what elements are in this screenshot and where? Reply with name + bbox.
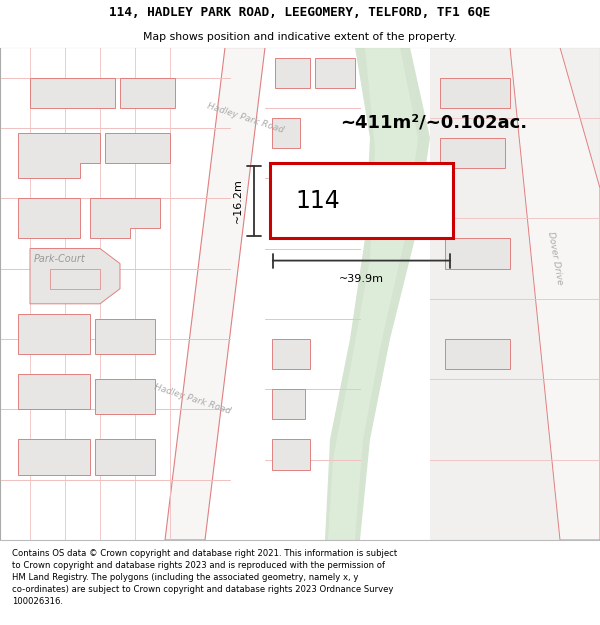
Polygon shape: [95, 319, 155, 354]
Polygon shape: [18, 133, 100, 178]
Polygon shape: [510, 48, 600, 540]
Text: ~39.9m: ~39.9m: [339, 274, 384, 284]
Polygon shape: [325, 48, 430, 540]
Polygon shape: [90, 198, 160, 239]
Text: Hadley Park Road: Hadley Park Road: [206, 101, 284, 134]
Polygon shape: [18, 198, 80, 239]
Polygon shape: [272, 118, 300, 148]
Polygon shape: [272, 178, 295, 208]
Polygon shape: [105, 133, 170, 163]
Text: ~411m²/~0.102ac.: ~411m²/~0.102ac.: [340, 114, 527, 132]
Text: Contains OS data © Crown copyright and database right 2021. This information is : Contains OS data © Crown copyright and d…: [12, 549, 397, 606]
Polygon shape: [30, 249, 120, 304]
Polygon shape: [18, 439, 90, 474]
Polygon shape: [165, 48, 265, 540]
Text: 114, HADLEY PARK ROAD, LEEGOMERY, TELFORD, TF1 6QE: 114, HADLEY PARK ROAD, LEEGOMERY, TELFOR…: [109, 6, 491, 19]
Polygon shape: [440, 138, 505, 168]
Polygon shape: [430, 48, 600, 540]
Polygon shape: [95, 379, 155, 414]
Polygon shape: [120, 78, 175, 108]
Polygon shape: [18, 374, 90, 409]
Text: Dover Drive: Dover Drive: [546, 231, 564, 286]
Polygon shape: [440, 78, 510, 108]
Polygon shape: [50, 269, 100, 289]
Polygon shape: [272, 439, 310, 469]
Text: 114: 114: [296, 189, 340, 213]
Polygon shape: [445, 339, 510, 369]
Polygon shape: [275, 58, 310, 88]
Polygon shape: [315, 58, 355, 88]
Polygon shape: [30, 78, 115, 108]
Polygon shape: [18, 314, 90, 354]
Bar: [270, 163, 453, 239]
Text: Park-Court: Park-Court: [34, 254, 86, 264]
Text: ~16.2m: ~16.2m: [233, 178, 243, 223]
Text: Map shows position and indicative extent of the property.: Map shows position and indicative extent…: [143, 32, 457, 42]
Polygon shape: [272, 389, 305, 419]
Polygon shape: [445, 239, 510, 269]
Polygon shape: [328, 48, 418, 540]
Polygon shape: [95, 439, 155, 474]
Polygon shape: [272, 339, 310, 369]
Text: Hadley Park Road: Hadley Park Road: [152, 382, 232, 416]
